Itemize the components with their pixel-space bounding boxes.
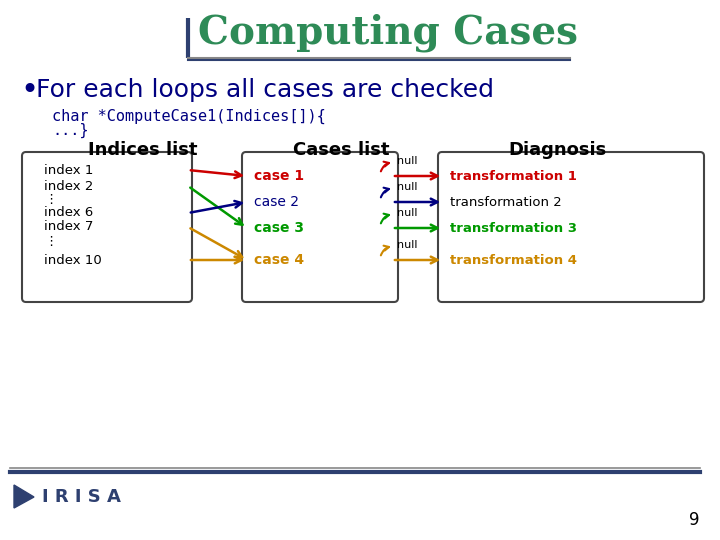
Text: index 6: index 6	[44, 206, 94, 219]
Text: Cases list: Cases list	[293, 141, 390, 159]
Text: Computing Cases: Computing Cases	[198, 14, 578, 52]
Text: case 1: case 1	[254, 169, 304, 183]
Text: case 4: case 4	[254, 253, 304, 267]
Text: index 1: index 1	[44, 164, 94, 177]
Text: transformation 2: transformation 2	[450, 195, 562, 208]
Text: case 3: case 3	[254, 221, 304, 235]
Text: For each loops all cases are checked: For each loops all cases are checked	[36, 78, 494, 102]
Text: transformation 3: transformation 3	[450, 221, 577, 234]
Text: transformation 1: transformation 1	[450, 170, 577, 183]
Text: ⋮: ⋮	[44, 193, 58, 206]
Text: Indices list: Indices list	[88, 141, 197, 159]
Text: ...}: ...}	[52, 123, 89, 138]
Text: ⋮: ⋮	[44, 234, 58, 247]
FancyBboxPatch shape	[438, 152, 704, 302]
Text: •: •	[20, 76, 38, 105]
Text: index 10: index 10	[44, 253, 102, 267]
Text: I R I S A: I R I S A	[42, 488, 121, 506]
Text: 9: 9	[690, 511, 700, 529]
Text: transformation 4: transformation 4	[450, 253, 577, 267]
Text: null: null	[397, 240, 418, 250]
Text: null: null	[397, 156, 418, 166]
Text: index 7: index 7	[44, 220, 94, 233]
Text: null: null	[397, 208, 418, 218]
FancyBboxPatch shape	[242, 152, 398, 302]
FancyBboxPatch shape	[22, 152, 192, 302]
Text: Diagnosis: Diagnosis	[508, 141, 606, 159]
Text: char *ComputeCase1(Indices[]){: char *ComputeCase1(Indices[]){	[52, 109, 325, 124]
Text: null: null	[397, 182, 418, 192]
Text: index 2: index 2	[44, 179, 94, 192]
Polygon shape	[14, 485, 34, 508]
Text: case 2: case 2	[254, 195, 299, 209]
